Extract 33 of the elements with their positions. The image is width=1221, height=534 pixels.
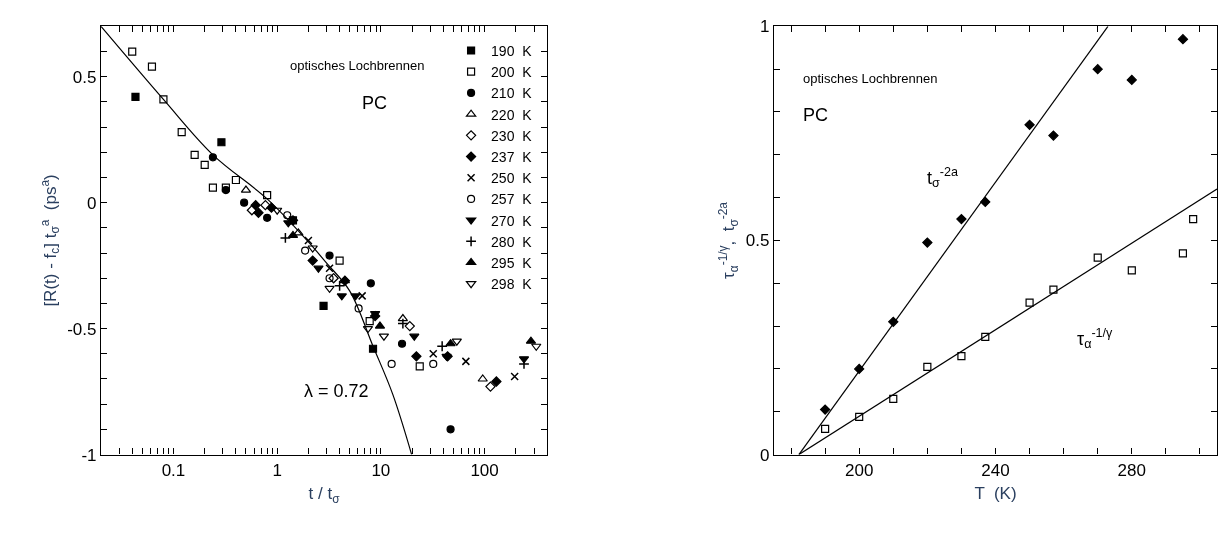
- x-tick-label: 240: [981, 461, 1010, 481]
- y-tick-label: 0.5: [745, 231, 770, 251]
- legend-label: 190 K: [491, 42, 533, 59]
- annotation: PC: [803, 105, 829, 125]
- y-tick-label: 0: [760, 445, 770, 465]
- x-tick-label: 0.1: [161, 461, 186, 481]
- legend-label: 295 K: [491, 254, 533, 271]
- x-tick-label: 280: [1117, 461, 1146, 481]
- legend-label: 237 K: [491, 148, 533, 165]
- x-tick-label: 10: [371, 461, 391, 481]
- legend-label: 280 K: [491, 233, 533, 250]
- annotation: optisches Lochbrennen: [290, 58, 425, 73]
- legend-label: 230 K: [491, 127, 533, 144]
- annotation: optisches Lochbrennen: [803, 71, 938, 86]
- y-tick-label: 0.5: [72, 67, 97, 87]
- x-axis-title: T (K): [974, 484, 1017, 504]
- annotation: λ = 0.72: [304, 381, 369, 401]
- x-axis-title: t / t$_{σ}$: [308, 484, 341, 507]
- x-tick-label: 200: [845, 461, 874, 481]
- y-tick-label: 1: [760, 17, 770, 37]
- y-tick-label: 0: [87, 193, 97, 213]
- legend-label: 220 K: [491, 106, 533, 123]
- legend-label: 257 K: [491, 191, 533, 208]
- legend-label: 298 K: [491, 276, 533, 293]
- legend-label: 270 K: [491, 212, 533, 229]
- legend-label: 200 K: [491, 64, 533, 81]
- y-tick-label: -0.5: [67, 319, 97, 339]
- y-tick-label: -1: [81, 445, 97, 465]
- legend-label: 250 K: [491, 170, 533, 187]
- x-tick-label: 100: [470, 461, 499, 481]
- annotation: PC: [362, 93, 388, 113]
- x-tick-label: 1: [272, 461, 282, 481]
- legend-label: 210 K: [491, 85, 533, 102]
